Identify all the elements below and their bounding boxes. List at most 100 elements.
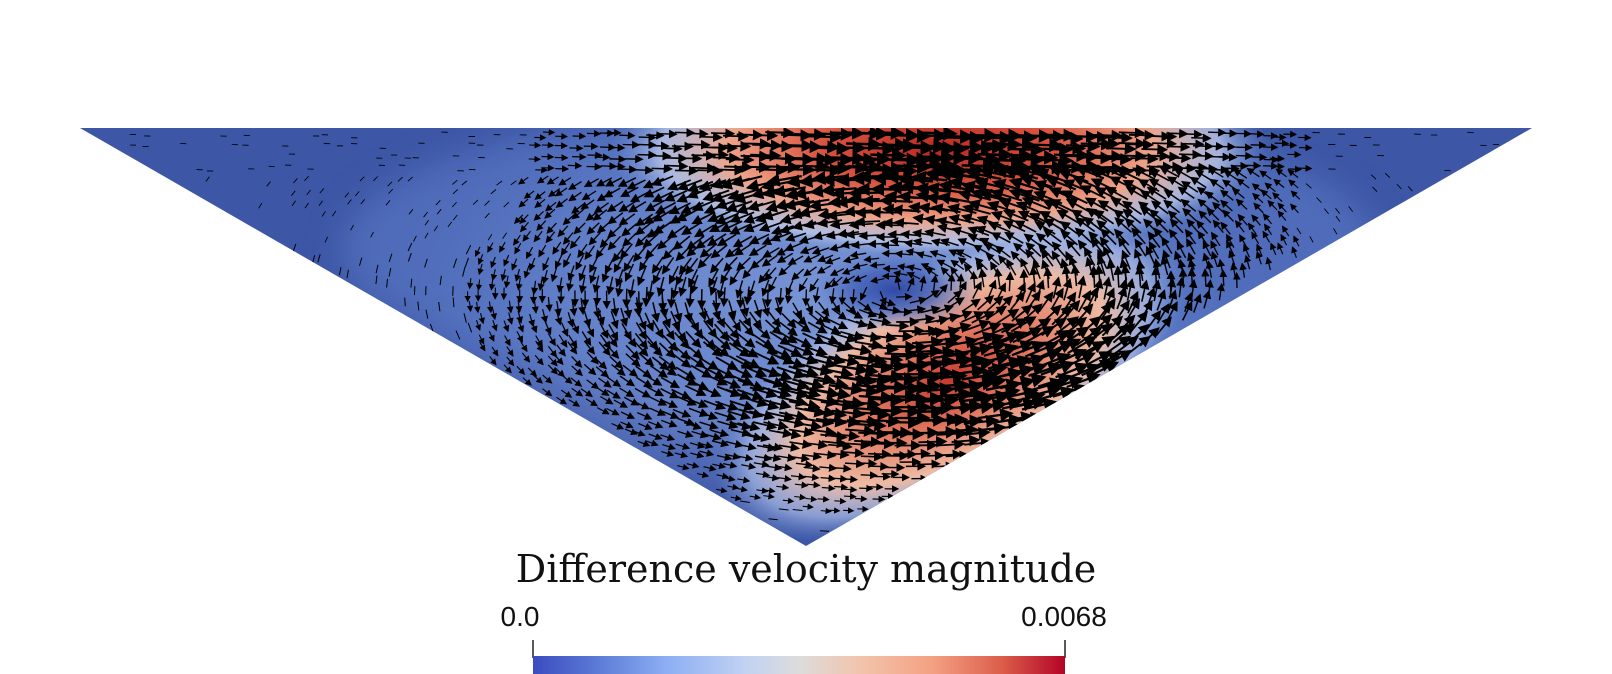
velocity-arrow — [266, 181, 271, 187]
velocity-arrow — [781, 312, 797, 329]
velocity-arrow — [1040, 249, 1054, 267]
velocity-arrow — [581, 190, 597, 201]
velocity-arrow — [438, 301, 441, 312]
velocity-arrow — [575, 254, 584, 271]
velocity-arrow — [662, 244, 678, 260]
velocity-arrow — [1201, 268, 1210, 287]
velocity-arrow — [661, 308, 672, 329]
velocity-arrow — [1100, 153, 1133, 166]
velocity-arrow — [1396, 184, 1402, 190]
velocity-arrow — [723, 140, 752, 152]
velocity-arrow — [733, 243, 752, 256]
velocity-arrow — [1115, 168, 1141, 181]
velocity-arrow — [530, 320, 538, 334]
velocity-arrow — [919, 459, 941, 469]
velocity-arrow — [324, 236, 328, 243]
velocity-arrow — [519, 214, 529, 225]
velocity-arrow — [1025, 282, 1036, 303]
velocity-arrow — [896, 292, 913, 301]
velocity-arrow — [668, 265, 679, 285]
velocity-arrow — [619, 131, 636, 140]
velocity-arrow — [641, 286, 651, 308]
velocity-arrow — [697, 252, 713, 269]
velocity-arrow — [513, 234, 521, 246]
velocity-arrow — [1130, 152, 1159, 165]
velocity-arrow — [318, 200, 323, 207]
velocity-arrow — [1062, 277, 1073, 301]
velocity-arrow — [475, 320, 482, 332]
velocity-arrow — [892, 270, 908, 278]
velocity-arrow — [1253, 202, 1264, 214]
velocity-arrow — [710, 244, 728, 259]
velocity-arrow — [1287, 169, 1299, 178]
velocity-arrow — [1037, 153, 1074, 168]
velocity-arrow — [985, 305, 1008, 321]
velocity-arrow — [536, 220, 547, 231]
velocity-arrow — [1116, 150, 1147, 162]
velocity-arrow — [906, 272, 921, 280]
velocity-arrow — [461, 180, 468, 186]
colorbar-title: Difference velocity magnitude — [516, 547, 1097, 591]
velocity-arrow — [407, 242, 413, 252]
velocity-arrow — [496, 180, 503, 186]
velocity-arrow — [1153, 217, 1169, 233]
velocity-arrow — [502, 320, 510, 333]
velocity-arrow — [359, 176, 365, 182]
velocity-arrow — [672, 235, 691, 250]
velocity-arrow — [845, 193, 880, 207]
velocity-arrow — [1217, 142, 1237, 151]
velocity-arrow — [1210, 250, 1219, 268]
velocity-arrow — [749, 311, 762, 330]
velocity-arrow — [816, 265, 832, 274]
velocity-arrow — [781, 129, 813, 142]
velocity-arrow — [869, 161, 906, 177]
velocity-arrow — [885, 415, 922, 430]
velocity-arrow — [855, 151, 892, 167]
velocity-arrow — [1251, 231, 1260, 245]
velocity-arrow — [714, 308, 725, 328]
velocity-arrow — [462, 266, 466, 277]
velocity-arrow — [683, 302, 693, 323]
velocity-arrow — [566, 275, 574, 292]
velocity-arrow — [558, 177, 572, 186]
velocity-arrow — [488, 278, 496, 291]
velocity-arrow — [1407, 186, 1413, 192]
velocity-arrow — [593, 301, 602, 320]
velocity-arrow — [550, 267, 558, 283]
velocity-arrow — [738, 319, 755, 337]
velocity-arrow — [657, 234, 674, 250]
velocity-arrow — [1236, 178, 1250, 189]
velocity-arrow — [1251, 214, 1261, 226]
velocity-arrow — [1277, 242, 1284, 255]
velocity-arrow — [1186, 218, 1200, 234]
velocity-arrow — [979, 237, 998, 248]
velocity-arrow — [882, 306, 902, 315]
velocity-arrow — [1244, 161, 1262, 170]
velocity-arrow — [740, 297, 750, 318]
velocity-arrow — [1022, 150, 1059, 165]
velocity-arrow — [490, 269, 498, 281]
velocity-arrow — [792, 302, 803, 320]
velocity-arrow — [1290, 203, 1299, 214]
velocity-arrow — [1049, 141, 1087, 155]
velocity-arrow — [742, 263, 756, 279]
velocity-arrow — [573, 222, 586, 235]
velocity-arrow — [1196, 164, 1218, 174]
velocity-arrow — [753, 299, 763, 319]
velocity-arrow — [538, 244, 547, 258]
velocity-arrow — [697, 165, 724, 176]
velocity-arrow — [847, 159, 884, 175]
velocity-arrow — [610, 298, 620, 318]
velocity-arrow — [779, 321, 798, 337]
velocity-arrow — [947, 297, 965, 309]
velocity-arrow — [819, 128, 854, 141]
velocity-arrow — [767, 310, 781, 328]
velocity-arrow — [571, 318, 580, 335]
velocity-arrow — [820, 323, 842, 335]
velocity-arrow — [768, 276, 778, 293]
velocity-arrow — [971, 311, 995, 324]
velocity-arrow — [661, 143, 683, 154]
velocity-arrow — [568, 181, 582, 190]
velocity-arrow — [674, 165, 699, 176]
velocity-arrow — [1235, 151, 1254, 160]
